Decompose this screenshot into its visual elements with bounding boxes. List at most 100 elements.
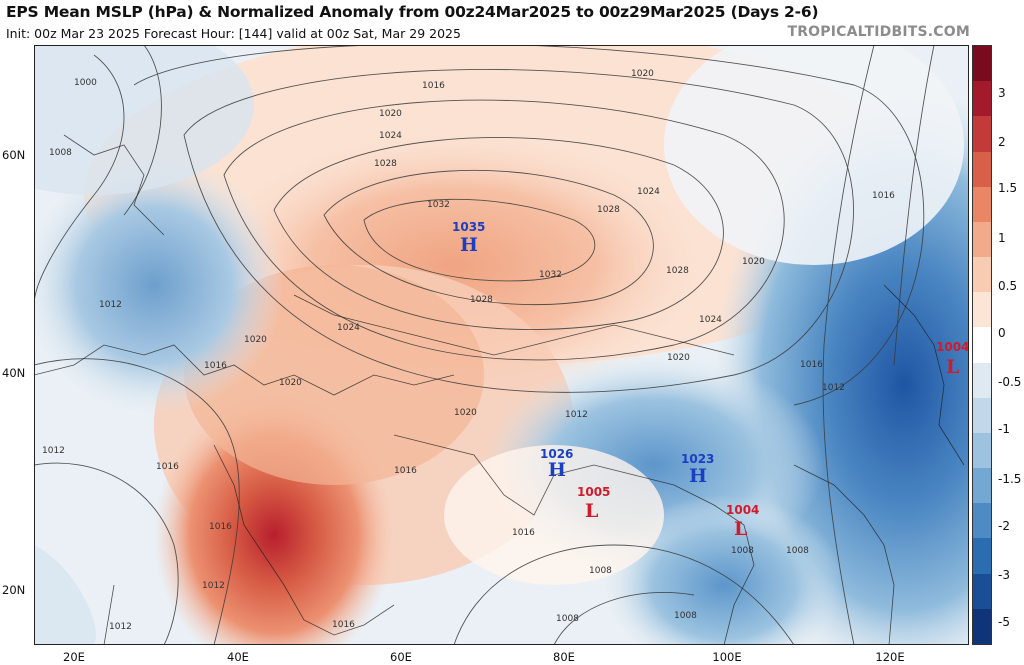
colorbar-swatch xyxy=(973,362,991,398)
pressure-system-low-1005: 1005 L xyxy=(577,485,610,522)
pressure-system-high-1026: 1026 H xyxy=(540,447,573,481)
pressure-system-high-1023: 1023 H xyxy=(681,452,714,487)
isobar-label: 1028 xyxy=(597,205,620,215)
isobar-label: 1032 xyxy=(539,270,562,280)
isobar-label: 1012 xyxy=(109,622,132,632)
isobar-label: 1028 xyxy=(374,159,397,169)
colorbar-swatch xyxy=(973,292,991,328)
isobar-label: 1016 xyxy=(156,462,179,472)
colorbar-swatch xyxy=(973,397,991,433)
high-pressure-icon: H xyxy=(689,465,707,487)
lon-label-60e: 60E xyxy=(390,650,412,664)
map-panel: 1000 1008 1012 1012 1016 1016 1020 1024 … xyxy=(34,45,969,645)
colorbar-tick: -1 xyxy=(998,422,1010,436)
isobar-label: 1008 xyxy=(674,611,697,621)
isobar-label: 1012 xyxy=(42,446,65,456)
colorbar-tick: 2 xyxy=(998,135,1006,149)
colorbar-tick: -5 xyxy=(998,615,1010,629)
svg-text:1035: 1035 xyxy=(452,220,485,234)
colorbar-swatch xyxy=(973,221,991,258)
isobar-label: 1020 xyxy=(379,109,402,119)
isobar-label: 1008 xyxy=(589,566,612,576)
isobar-label: 1016 xyxy=(332,620,355,630)
lon-label-80e: 80E xyxy=(553,650,575,664)
colorbar-swatch xyxy=(973,608,991,644)
colorbar-swatch xyxy=(973,257,991,293)
isobar-label: 1016 xyxy=(422,81,445,91)
isobar-label: 1012 xyxy=(202,581,225,591)
lat-label-40n: 40N xyxy=(2,366,26,380)
svg-text:1005: 1005 xyxy=(577,485,610,499)
pressure-system-high-1035: 1035 H xyxy=(452,220,485,256)
colorbar-swatch xyxy=(973,503,991,539)
isobar-label: 1024 xyxy=(699,315,722,325)
colorbar-tick: 0 xyxy=(998,326,1006,340)
isobar-label: 1008 xyxy=(49,148,72,158)
isobar-label: 1016 xyxy=(800,360,823,370)
isobar-label: 1008 xyxy=(786,546,809,556)
isobar-label: 1028 xyxy=(470,295,493,305)
isobar-label: 1032 xyxy=(427,200,450,210)
colorbar-swatch xyxy=(973,46,991,82)
brand-watermark: TROPICALTIDBITS.COM xyxy=(787,24,970,40)
colorbar-tick: -0.5 xyxy=(998,375,1022,389)
colorbar-swatch xyxy=(973,81,991,117)
isobar-label: 1012 xyxy=(822,383,845,393)
pressure-system-low-1004-east: 1004 L xyxy=(936,340,969,378)
low-pressure-icon: L xyxy=(946,356,959,378)
isobar-label: 1024 xyxy=(637,187,660,197)
isobar-label: 1012 xyxy=(99,300,122,310)
low-pressure-icon: L xyxy=(585,500,598,522)
isobar-label: 1024 xyxy=(337,323,360,333)
colorbar-swatch xyxy=(973,151,991,187)
colorbar-tick: -2 xyxy=(998,519,1010,533)
colorbar-tick: 0.5 xyxy=(998,279,1018,293)
colorbar-swatches xyxy=(972,45,992,645)
isobar-label: 1020 xyxy=(454,408,477,418)
lon-label-20e: 20E xyxy=(63,650,85,664)
colorbar-swatch xyxy=(973,327,991,363)
chart-title: EPS Mean MSLP (hPa) & Normalized Anomaly… xyxy=(6,3,819,21)
isobar-label: 1012 xyxy=(565,410,588,420)
colorbar-swatch xyxy=(973,538,991,574)
isobar-label: 1016 xyxy=(394,466,417,476)
colorbar-tick: -1.5 xyxy=(998,472,1022,486)
isobar-label: 1020 xyxy=(667,353,690,363)
isobar-label: 1028 xyxy=(666,266,689,276)
lon-label-40e: 40E xyxy=(227,650,249,664)
isobar-label: 1020 xyxy=(244,335,267,345)
colorbar-swatch xyxy=(973,116,991,152)
colorbar-swatch xyxy=(973,186,991,222)
lat-label-60n: 60N xyxy=(2,148,26,162)
isobar-label: 1020 xyxy=(742,257,765,267)
pressure-system-low-1004-south: 1004 L xyxy=(726,503,759,540)
isobar-label: 1000 xyxy=(74,78,97,88)
isobar-label: 1016 xyxy=(209,522,232,532)
colorbar-tick: -3 xyxy=(998,568,1010,582)
isobar-label: 1020 xyxy=(279,378,302,388)
colorbar-swatch xyxy=(973,468,991,504)
high-pressure-icon: H xyxy=(548,459,566,481)
svg-text:1026: 1026 xyxy=(540,447,573,461)
colorbar-swatch xyxy=(973,573,991,609)
svg-text:1023: 1023 xyxy=(681,452,714,466)
colorbar-tick: 1.5 xyxy=(998,181,1018,195)
high-pressure-icon: H xyxy=(460,234,478,256)
anomaly-colorbar: 3 2 1.5 1 0.5 0 -0.5 -1 -1.5 -2 -3 -5 xyxy=(972,45,1022,645)
isobar-label: 1008 xyxy=(731,546,754,556)
isobar-label: 1016 xyxy=(204,361,227,371)
low-pressure-icon: L xyxy=(734,518,747,540)
lat-label-20n: 20N xyxy=(2,583,26,597)
colorbar-tick: 3 xyxy=(998,86,1006,100)
isobar-label: 1016 xyxy=(872,191,895,201)
lon-label-100e: 100E xyxy=(712,650,742,664)
chart-subtitle: Init: 00z Mar 23 2025 Forecast Hour: [14… xyxy=(6,26,461,41)
colorbar-swatch xyxy=(973,432,991,469)
lon-label-120e: 120E xyxy=(875,650,905,664)
isobar-label: 1024 xyxy=(379,131,402,141)
svg-text:1004: 1004 xyxy=(936,340,969,354)
isobar-label: 1016 xyxy=(512,528,535,538)
colorbar-tick: 1 xyxy=(998,231,1006,245)
svg-text:1004: 1004 xyxy=(726,503,759,517)
isobar-label: 1008 xyxy=(556,614,579,624)
